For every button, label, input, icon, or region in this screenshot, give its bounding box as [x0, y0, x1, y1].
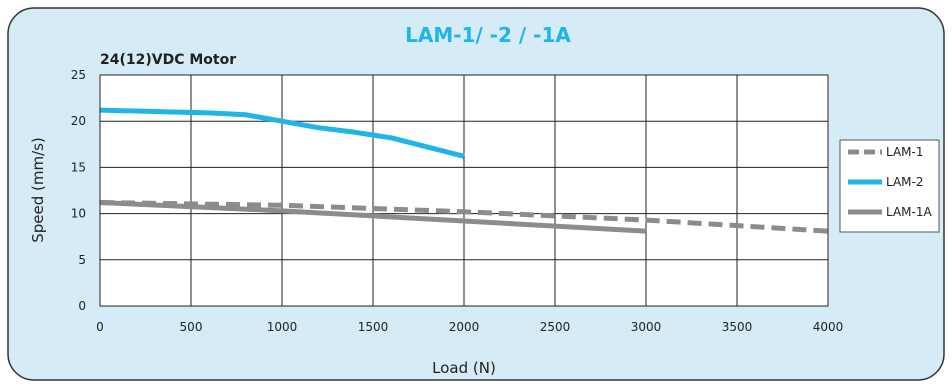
x-tick-label: 2500: [540, 320, 571, 334]
series-line-lam-1a: [99, 200, 647, 234]
x-tick-label: 3000: [631, 320, 662, 334]
x-tick-label: 2000: [449, 320, 480, 334]
series-layer: [99, 107, 829, 234]
chart-subtitle: 24(12)VDC Motor: [100, 52, 236, 68]
x-tick-label: 4000: [813, 320, 844, 334]
series-line-lam-2: [99, 107, 465, 159]
legend-label-lam-1: LAM-1: [886, 145, 924, 159]
x-axis-ticks: 0 500 1000 1500 2000 2500 3000 3500 4000: [96, 320, 843, 334]
y-tick-label: 25: [71, 68, 86, 82]
series-line-lam-1: [99, 200, 829, 234]
legend-items: LAM-1 LAM-2 LAM-1A: [848, 145, 932, 219]
plot-border: [99, 74, 829, 307]
legend-label-lam-1a: LAM-1A: [886, 205, 932, 219]
legend: LAM-1 LAM-2 LAM-1A: [839, 139, 940, 233]
y-tick-label: 15: [71, 160, 86, 174]
y-axis-ticks: 0 5 10 15 20 25: [71, 68, 86, 313]
x-tick-label: 500: [180, 320, 203, 334]
plot-area: [99, 74, 829, 307]
x-tick-label: 0: [96, 320, 104, 334]
y-tick-label: 0: [78, 299, 86, 313]
x-tick-label: 3500: [722, 320, 753, 334]
x-axis-label: Load (N): [432, 359, 496, 377]
x-tick-label: 1000: [267, 320, 298, 334]
y-tick-label: 20: [71, 114, 86, 128]
legend-label-lam-2: LAM-2: [886, 175, 924, 189]
legend-box: [839, 139, 940, 233]
chart-title: LAM-1/ -2 / -1A: [405, 23, 571, 47]
y-tick-label: 5: [78, 253, 86, 267]
y-axis-label: Speed (mm/s): [29, 137, 47, 243]
y-tick-label: 10: [71, 207, 86, 221]
x-tick-label: 1500: [358, 320, 389, 334]
